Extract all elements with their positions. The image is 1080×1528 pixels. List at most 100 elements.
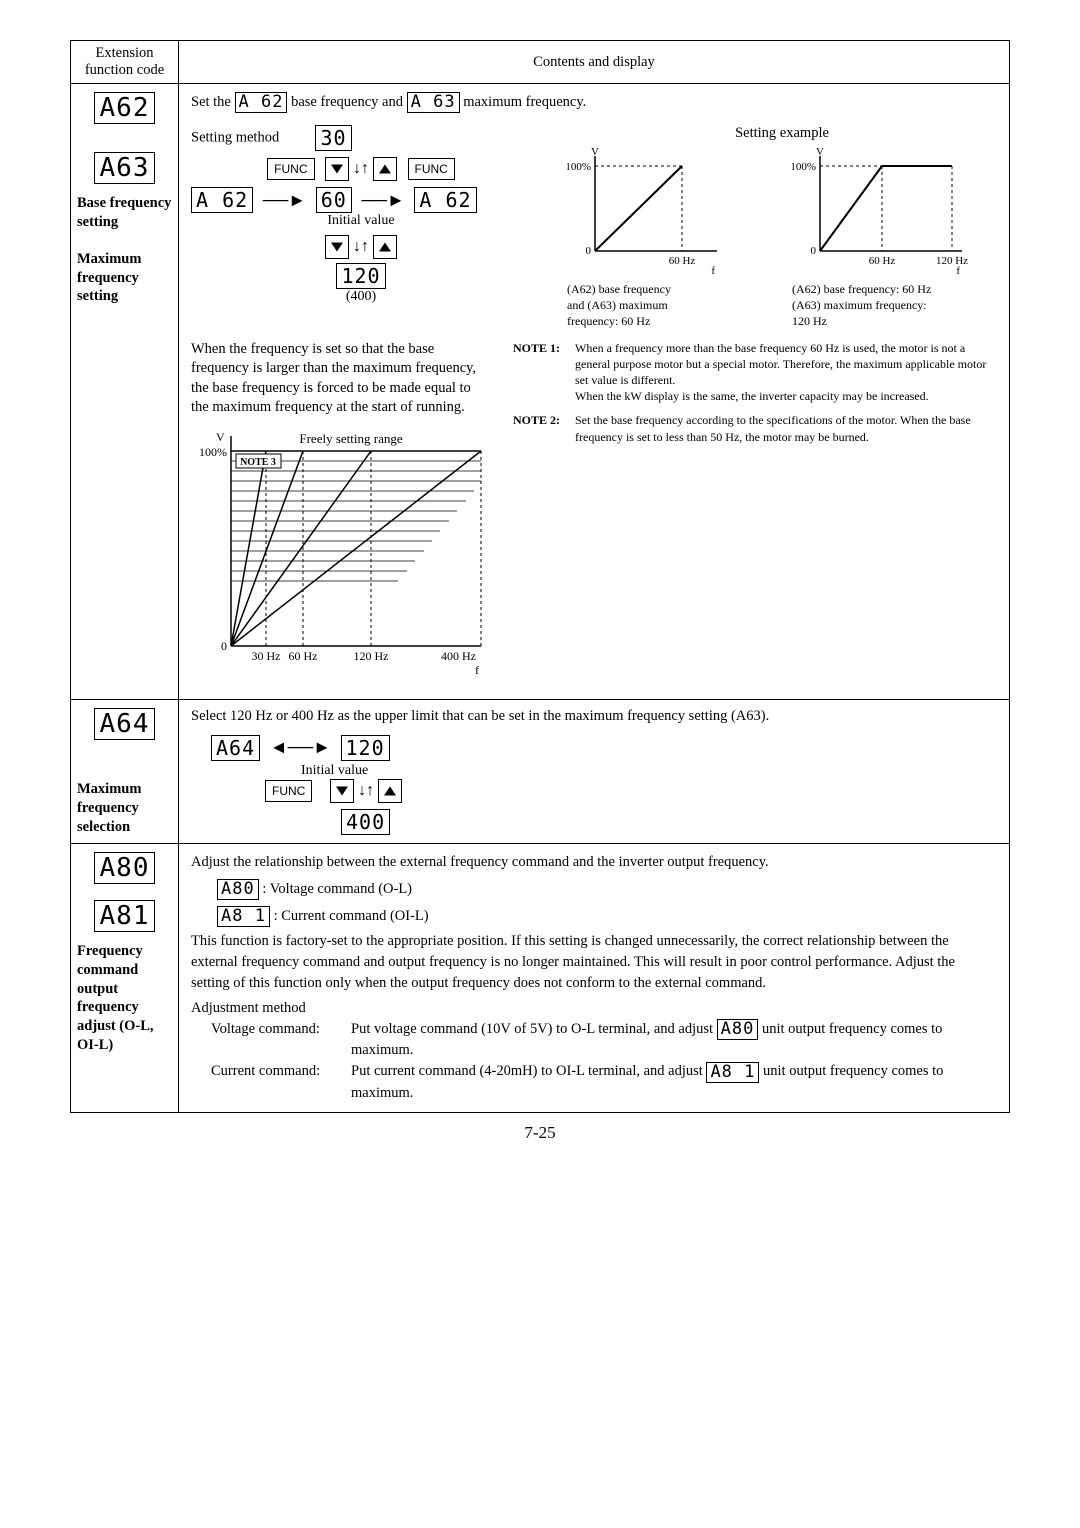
t: frequency: 60 Hz <box>567 314 650 328</box>
svg-text:V: V <box>816 146 824 158</box>
disp-60: 60 <box>316 187 352 213</box>
t: (A62) base frequency <box>567 282 671 296</box>
vf-graph-2: V 100% 0 60 Hz 120 Hz f <box>792 146 972 276</box>
header-right: Contents and display <box>179 41 1010 84</box>
disp-30: 30 <box>315 125 351 151</box>
row1-setline: Set the A 62 base frequency and A 63 max… <box>191 92 997 113</box>
disp-120b: 120 <box>341 735 390 761</box>
note2-text: Set the base frequency according to the … <box>575 412 997 444</box>
arrow-right-icon: ──► <box>355 190 410 210</box>
svg-text:30 Hz: 30 Hz <box>252 649 281 663</box>
svg-text:400 Hz: 400 Hz <box>441 649 476 663</box>
example-graph-2: V 100% 0 60 Hz 120 Hz f <box>792 146 997 330</box>
t: and (A63) maximum <box>567 298 668 312</box>
manual-table: Extension function code Contents and dis… <box>70 40 1010 1113</box>
t: : Current command (OI-L) <box>274 908 429 924</box>
setting-example-title: Setting example <box>567 125 997 142</box>
t: 120 Hz <box>792 314 827 328</box>
down-arrow-icon <box>325 157 349 181</box>
svg-text:V: V <box>591 146 599 158</box>
disp-a62-flow: A 62 <box>191 187 253 213</box>
disp-a63: A 63 <box>407 92 460 113</box>
up-arrow-icon <box>373 235 397 259</box>
row3-content: Adjust the relationship between the exte… <box>179 843 1010 1112</box>
func-btn-2: FUNC <box>408 158 455 180</box>
svg-text:100%: 100% <box>792 161 816 173</box>
freely-range-label: Freely setting range <box>299 431 402 446</box>
func-btn-3: FUNC <box>265 780 312 802</box>
t: : Voltage command (O-L) <box>262 881 412 897</box>
svg-text:0: 0 <box>221 639 227 653</box>
svg-text:f: f <box>711 265 715 276</box>
code-a62: A62 <box>94 92 156 124</box>
t: Setting method <box>191 129 279 145</box>
t: maximum frequency. <box>463 94 586 110</box>
t: (A62) base frequency: 60 Hz <box>792 282 931 296</box>
vf-graph-1: V 100% 0 60 Hz f <box>567 146 727 276</box>
t: Set the <box>191 94 235 110</box>
svg-text:V: V <box>216 430 225 444</box>
setting-example: Setting example V 100% 0 <box>567 125 997 330</box>
svg-text:60 Hz: 60 Hz <box>869 255 896 267</box>
svg-text:f: f <box>475 663 479 677</box>
disp-a81-inline: A8 1 <box>217 906 270 927</box>
svg-text:NOTE 3: NOTE 3 <box>240 457 276 468</box>
initial-value: Initial value <box>191 213 531 229</box>
t: Put voltage command (10V of 5V) to O-L t… <box>351 1021 717 1037</box>
g2-cap: (A62) base frequency: 60 Hz (A63) maximu… <box>792 281 997 330</box>
svg-text:0: 0 <box>811 245 817 257</box>
svg-text:100%: 100% <box>567 161 591 173</box>
cc-label: Current command: <box>211 1061 351 1103</box>
row2-line: Select 120 Hz or 400 Hz as the upper lim… <box>191 708 997 725</box>
g1-cap: (A62) base frequency and (A63) maximum f… <box>567 281 772 330</box>
disp-a64: A64 <box>211 735 260 761</box>
header-left-text: Extension function code <box>85 45 164 78</box>
svg-text:60 Hz: 60 Hz <box>289 649 318 663</box>
svg-text:0: 0 <box>586 245 592 257</box>
disp-a62: A 62 <box>235 92 288 113</box>
initial-value2: Initial value <box>301 763 368 778</box>
up-arrow-icon <box>373 157 397 181</box>
notes-block: NOTE 1: When a frequency more than the b… <box>513 340 997 691</box>
svg-text:120 Hz: 120 Hz <box>354 649 389 663</box>
row3-line1: Adjust the relationship between the exte… <box>191 852 997 873</box>
vc-label: Voltage command: <box>211 1019 351 1061</box>
disp-a62-flow2: A 62 <box>414 187 476 213</box>
note-400: (400) <box>191 289 531 305</box>
note1-text: When a frequency more than the base freq… <box>575 340 997 405</box>
arrow-right-icon: ──► <box>257 190 312 210</box>
disp-a81-inline2: A8 1 <box>706 1062 759 1083</box>
example-graph-1: V 100% 0 60 Hz f (A62) base frequency an… <box>567 146 772 330</box>
func-btn-1: FUNC <box>267 158 314 180</box>
t: Put current command (4-20mH) to OI-L ter… <box>351 1063 706 1079</box>
code-a63: A63 <box>94 152 156 184</box>
code-a81: A81 <box>94 900 156 932</box>
note1-label: NOTE 1: <box>513 340 575 405</box>
svg-text:100%: 100% <box>199 445 227 459</box>
row1-left: A62 A63 Base frequency setting Maximum f… <box>71 84 179 700</box>
row3-left: A80 A81 Frequency command output frequen… <box>71 843 179 1112</box>
code-a64: A64 <box>94 708 156 740</box>
row1-label1: Base frequency setting <box>77 194 172 232</box>
disp-a80-inline: A80 <box>217 879 259 900</box>
adj-method: Adjustment method <box>191 998 997 1019</box>
row2-label: Maximum frequency selection <box>77 780 172 837</box>
freely-range-graph: V 100% <box>191 426 491 686</box>
down-arrow-icon <box>330 779 354 803</box>
setting-method: Setting method 30 FUNC ↓↑ FUNC A 62 ──► <box>191 125 531 330</box>
t: base frequency and <box>291 94 407 110</box>
disp-400: 400 <box>341 809 390 835</box>
disp-120: 120 <box>336 263 385 289</box>
row3-para: This function is factory-set to the appr… <box>191 931 997 994</box>
row1-content: Set the A 62 base frequency and A 63 max… <box>179 84 1010 700</box>
desc-and-graph: When the frequency is set so that the ba… <box>191 340 491 691</box>
row2-content: Select 120 Hz or 400 Hz as the upper lim… <box>179 699 1010 843</box>
row1-label2: Maximum frequency setting <box>77 250 172 307</box>
desc-text: When the frequency is set so that the ba… <box>191 340 491 418</box>
cc-text: Put current command (4-20mH) to OI-L ter… <box>351 1061 997 1103</box>
page-number: 7-25 <box>70 1123 1010 1143</box>
vc-text: Put voltage command (10V of 5V) to O-L t… <box>351 1019 997 1061</box>
t: (A63) maximum frequency: <box>792 298 927 312</box>
arrow-icon: ◄──► <box>264 737 337 757</box>
disp-a80-inline2: A80 <box>717 1019 759 1040</box>
